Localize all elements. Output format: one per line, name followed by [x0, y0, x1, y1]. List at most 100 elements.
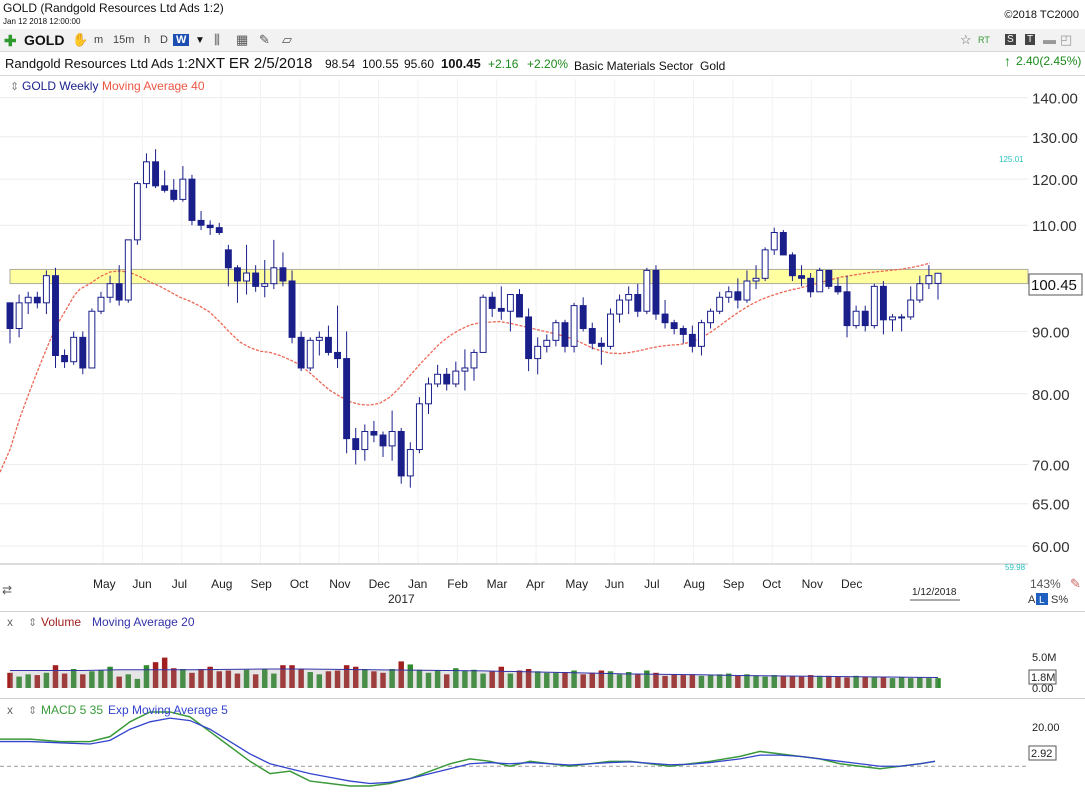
legend-volume-ma[interactable]: Moving Average 20 [92, 615, 195, 629]
volume-bars [7, 657, 941, 688]
volume-bar [207, 666, 213, 688]
candle-body [152, 161, 160, 187]
price-candle [170, 179, 178, 202]
chart-style-icon[interactable]: ⫼ [214, 32, 220, 47]
close-macd-icon[interactable]: x [7, 703, 13, 717]
timeframe-minute[interactable]: m [94, 34, 104, 46]
price-candle [798, 265, 805, 287]
symbol-field[interactable]: GOLD [24, 32, 65, 48]
candle-body [252, 272, 260, 287]
candle-body [470, 351, 478, 369]
volume-chart[interactable]: x ⇕ Volume Moving Average 20 5.0M 1.8M 0… [0, 612, 1085, 696]
candle-body [561, 322, 569, 347]
price-candle [361, 424, 369, 461]
candle-body [70, 336, 78, 363]
volume-bar [362, 669, 368, 688]
hand-icon[interactable]: ✋ [72, 32, 89, 47]
candle-body [143, 161, 150, 185]
candle-body [770, 231, 778, 251]
template-menu[interactable]: T [1025, 34, 1036, 45]
log-scale-button[interactable] [1036, 593, 1048, 605]
draw-tool-icon[interactable]: ✎ [259, 32, 270, 47]
timeframe-hour[interactable]: h [144, 34, 151, 46]
candle-body [688, 333, 696, 347]
candle-body [479, 296, 487, 353]
window-minimize-icon[interactable]: ▬ [1043, 32, 1056, 47]
candle-body [370, 430, 378, 436]
price-x-tick-label: Oct [290, 577, 309, 591]
window-restore-icon[interactable]: ◰ [1060, 32, 1073, 47]
volume-bar [707, 675, 714, 688]
candle-body [361, 430, 369, 451]
macd-chart[interactable]: x ⇕ MACD 5 35 Exp Moving Average 5 20.00… [0, 699, 1085, 790]
scan-menu[interactable]: S [1005, 34, 1016, 45]
volume-bar [52, 665, 59, 688]
price-pane[interactable]: 140.00 130.00 120.00 110.00 90.00 80.00 70.00 6… [0, 79, 1085, 606]
macd-handle-icon[interactable]: ⇕ [28, 705, 37, 717]
timeframe-daily[interactable]: D [160, 34, 168, 46]
candle-body [288, 280, 296, 338]
scroll-arrows-icon[interactable]: ⇄ [2, 583, 12, 597]
volume-bar [680, 675, 686, 688]
timeframe-dropdown-icon[interactable]: ▼ [195, 35, 205, 46]
toolbar: ✚ GOLD ✋ m 15m h D W ▼ ⫼ ▦ ✎ ▱ ☆ RT S T … [0, 29, 1085, 52]
price-candle [543, 334, 551, 353]
close-volume-icon[interactable]: x [7, 615, 13, 629]
macd-last-label: 2.92 [1031, 748, 1052, 760]
candle-body [106, 283, 114, 298]
legend-gold-weekly[interactable]: GOLD Weekly [22, 79, 98, 93]
price-candle [334, 305, 341, 368]
volume-pane[interactable]: x ⇕ Volume Moving Average 20 5.0M 1.8M 0… [0, 611, 1085, 696]
price-candle [479, 294, 487, 353]
candle-body [570, 305, 578, 347]
volume-bar [180, 669, 186, 688]
candle-body [506, 294, 514, 312]
legend-volume[interactable]: Volume [41, 615, 81, 629]
timeframe-weekly[interactable]: W [173, 34, 190, 46]
price-candle [925, 265, 933, 290]
volume-bar [580, 674, 586, 688]
split-scale-label[interactable]: S% [1051, 594, 1068, 606]
candle-body [334, 351, 341, 360]
candle-body [652, 269, 660, 315]
edit-pencil-icon[interactable]: ✎ [1070, 576, 1081, 591]
favorite-star-icon[interactable]: ☆ [960, 32, 972, 47]
price-x-tick-label: May [93, 577, 116, 591]
note-icon[interactable]: ▱ [282, 32, 292, 47]
price-candle [561, 319, 569, 353]
auto-scale-label[interactable]: A [1028, 594, 1036, 606]
candle-body [443, 373, 451, 385]
pane-handle-icon[interactable]: ⇕ [10, 81, 19, 93]
price-candle [625, 286, 633, 315]
price-x-tick-label: Sep [250, 577, 272, 591]
price-candle [570, 302, 578, 353]
timeframe-15m[interactable]: 15m [113, 34, 135, 46]
price-candle [843, 275, 851, 338]
legend-macd-signal[interactable]: Exp Moving Average 5 [108, 703, 228, 717]
layout-icon[interactable]: ▦ [236, 32, 249, 47]
price-chart[interactable]: 140.00 130.00 120.00 110.00 90.00 80.00 70.00 6… [0, 79, 1085, 606]
legend-moving-average[interactable]: Moving Average 40 [102, 79, 205, 93]
price-x-tick-label: Oct [762, 577, 781, 591]
macd-pane[interactable]: x ⇕ MACD 5 35 Exp Moving Average 5 20.00… [0, 698, 1085, 790]
price-candle [788, 252, 796, 281]
volume-handle-icon[interactable]: ⇕ [28, 617, 37, 629]
legend-macd[interactable]: MACD 5 35 [41, 703, 103, 717]
candle-body [843, 291, 851, 327]
volume-ma-line [10, 668, 939, 688]
price-candle [907, 286, 915, 320]
add-symbol-icon[interactable]: ✚ [4, 33, 17, 50]
zoom-level[interactable]: 143% [1030, 577, 1061, 591]
candle-body [97, 296, 105, 312]
candle-body [752, 277, 760, 282]
price-x-tick-label: Sep [723, 577, 745, 591]
price-candle [397, 427, 405, 484]
candle-body [825, 269, 833, 287]
price-candle [725, 286, 733, 303]
volume-bar [589, 672, 596, 688]
price-candle [197, 210, 205, 231]
price-y-tick-label: 60.00 [1032, 539, 1070, 556]
volume-bar [371, 671, 377, 688]
price-candle [898, 314, 906, 332]
realtime-toggle[interactable]: RT [978, 35, 990, 45]
